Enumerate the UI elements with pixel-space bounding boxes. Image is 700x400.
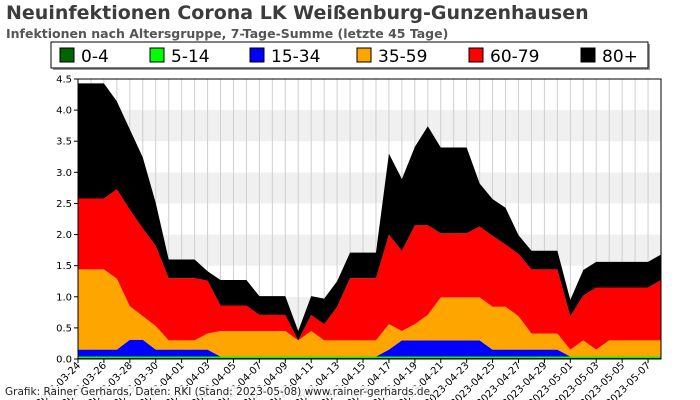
chart-subtitle: Infektionen nach Altersgruppe, 7-Tage-Su… xyxy=(6,26,449,41)
y-tick-label: 0.0 xyxy=(56,355,72,366)
legend-swatch xyxy=(149,47,165,63)
grid-band xyxy=(78,79,661,111)
y-tick-label: 1.5 xyxy=(56,261,72,272)
chart-credit: Grafik: Rainer Gerhards, Daten: RKI (Sta… xyxy=(5,386,431,398)
legend-label: 80+ xyxy=(602,47,638,67)
y-tick-label: 3.5 xyxy=(56,137,72,148)
legend: 0-4 5-14 15-34 35-59 60-79 80+ xyxy=(50,41,650,70)
y-tick-label: 4.5 xyxy=(56,75,72,86)
y-tick-label: 2.0 xyxy=(56,230,72,241)
plot-frame xyxy=(77,78,662,360)
legend-label: 5-14 xyxy=(171,47,210,67)
y-axis: 0.0 0.5 1.0 1.5 2.0 2.5 3.0 3.5 4.0 4.5 xyxy=(56,75,78,366)
area-35-59 xyxy=(78,269,661,357)
legend-label: 60-79 xyxy=(490,47,539,67)
legend-swatch xyxy=(249,47,265,63)
chart-title: Neuinfektionen Corona LK Weißenburg-Gunz… xyxy=(6,2,589,24)
area-5-14 xyxy=(78,356,661,358)
legend-swatch xyxy=(356,47,372,63)
area-60-79 xyxy=(78,189,661,350)
legend-label: 15-34 xyxy=(271,47,320,67)
legend-box xyxy=(50,41,649,69)
legend-label: 35-59 xyxy=(378,47,427,67)
grid-band xyxy=(78,141,661,173)
grid-band xyxy=(78,110,661,142)
grid-band xyxy=(78,203,661,235)
y-tick-label: 4.0 xyxy=(56,106,72,117)
y-tick-label: 3.0 xyxy=(56,168,72,179)
legend-swatch xyxy=(580,47,596,63)
y-tick-label: 1.0 xyxy=(56,292,72,303)
y-tick-label: 0.5 xyxy=(56,323,72,334)
y-tick-label: 2.5 xyxy=(56,199,72,210)
area-15-34 xyxy=(78,339,661,357)
grid-band xyxy=(78,172,661,204)
legend-swatch xyxy=(468,47,484,63)
legend-swatch xyxy=(59,47,75,63)
legend-label: 0-4 xyxy=(81,47,109,67)
